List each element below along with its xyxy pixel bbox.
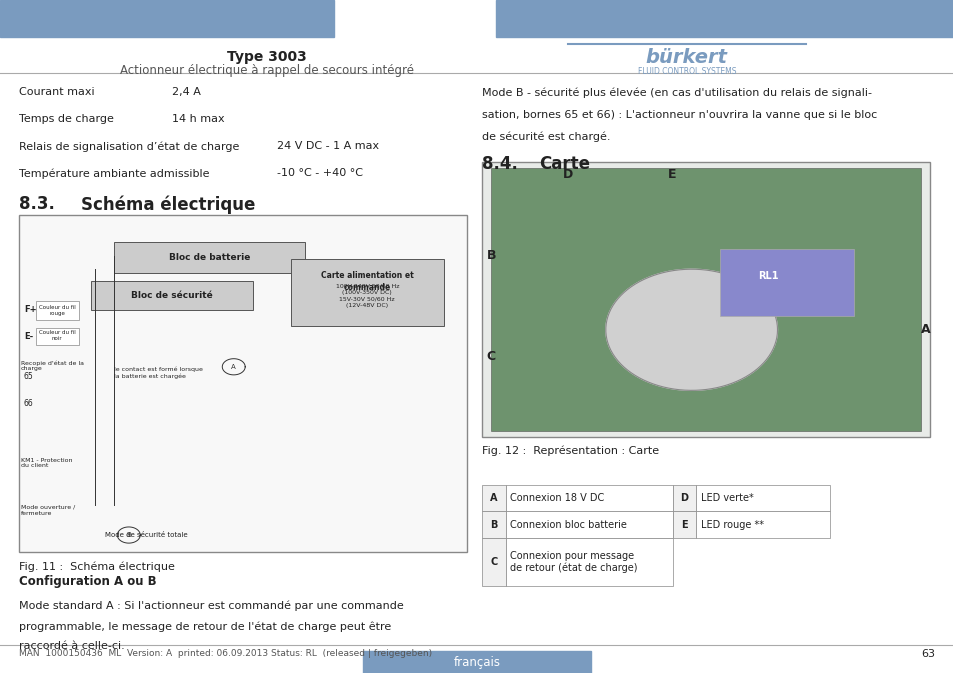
Text: 14 h max: 14 h max bbox=[172, 114, 224, 125]
Bar bbox=[481, 485, 505, 511]
Text: E: E bbox=[668, 168, 676, 182]
Text: 2,4 A: 2,4 A bbox=[172, 87, 200, 98]
Text: 100V-240V 50/60 Hz
(100V-350V DC)
15V-30V 50/60 Hz
(12V-48V DC): 100V-240V 50/60 Hz (100V-350V DC) 15V-30… bbox=[335, 284, 398, 308]
Text: raccordé à celle-ci.: raccordé à celle-ci. bbox=[19, 641, 125, 651]
Bar bbox=[291, 259, 443, 326]
Text: Connexion 18 V DC: Connexion 18 V DC bbox=[510, 493, 604, 503]
Text: 66: 66 bbox=[24, 399, 33, 409]
Text: LED rouge **: LED rouge ** bbox=[700, 520, 763, 530]
Text: sation, bornes 65 et 66) : L'actionneur n'ouvrira la vanne que si le bloc: sation, bornes 65 et 66) : L'actionneur … bbox=[481, 110, 876, 120]
Text: Actionneur électrique à rappel de secours intégré: Actionneur électrique à rappel de secour… bbox=[120, 64, 414, 77]
Text: Fig. 12 :  Représentation : Carte: Fig. 12 : Représentation : Carte bbox=[481, 446, 659, 456]
Bar bbox=[505, 538, 672, 586]
Text: -10 °C - +40 °C: -10 °C - +40 °C bbox=[276, 168, 362, 178]
Text: Courant maxi: Courant maxi bbox=[19, 87, 94, 98]
Text: LED verte*: LED verte* bbox=[700, 493, 753, 503]
Text: programmable, le message de retour de l'état de charge peut être: programmable, le message de retour de l'… bbox=[19, 621, 391, 632]
Text: Mode B - sécurité plus élevée (en cas d'utilisation du relais de signali-: Mode B - sécurité plus élevée (en cas d'… bbox=[481, 87, 871, 98]
Bar bbox=[481, 511, 505, 538]
Text: Mode de sécurité totale: Mode de sécurité totale bbox=[105, 532, 188, 538]
Text: 24 V DC - 1 A max: 24 V DC - 1 A max bbox=[276, 141, 378, 151]
Text: Couleur du fil
rouge: Couleur du fil rouge bbox=[39, 305, 75, 316]
Bar bbox=[114, 242, 305, 273]
Text: E-: E- bbox=[24, 332, 33, 341]
Bar bbox=[696, 511, 829, 538]
Text: C: C bbox=[490, 557, 497, 567]
Text: Mode standard A : Si l'actionneur est commandé par une commande: Mode standard A : Si l'actionneur est co… bbox=[19, 601, 403, 612]
Bar bbox=[696, 485, 829, 511]
Bar bbox=[491, 168, 920, 431]
Text: Type 3003: Type 3003 bbox=[227, 50, 307, 65]
Text: Bloc de batterie: Bloc de batterie bbox=[169, 253, 251, 262]
Text: Bloc de sécurité: Bloc de sécurité bbox=[131, 291, 213, 300]
Bar bbox=[362, 651, 591, 673]
Bar bbox=[481, 538, 505, 586]
Text: Couleur du fil
noir: Couleur du fil noir bbox=[39, 330, 75, 341]
Text: KM1 - Protection
du client: KM1 - Protection du client bbox=[21, 458, 72, 468]
Text: RL1: RL1 bbox=[757, 271, 778, 281]
Text: le contact est formé lorsque
la batterie est chargée: le contact est formé lorsque la batterie… bbox=[114, 367, 203, 379]
Text: Connexion bloc batterie: Connexion bloc batterie bbox=[510, 520, 627, 530]
Text: A: A bbox=[232, 364, 235, 369]
Text: Carte alimentation et
commande: Carte alimentation et commande bbox=[320, 271, 414, 292]
Text: Temps de charge: Temps de charge bbox=[19, 114, 113, 125]
Text: 8.3.: 8.3. bbox=[19, 195, 55, 213]
Text: MAN  1000150436  ML  Version: A  printed: 06.09.2013 Status: RL  (released | fre: MAN 1000150436 ML Version: A printed: 06… bbox=[19, 649, 432, 658]
Text: D: D bbox=[679, 493, 688, 503]
Text: D: D bbox=[562, 168, 572, 182]
Text: B: B bbox=[486, 249, 496, 262]
Bar bbox=[481, 162, 929, 437]
Text: Connexion pour message
de retour (état de charge): Connexion pour message de retour (état d… bbox=[510, 551, 638, 573]
Text: Relais de signalisation d’état de charge: Relais de signalisation d’état de charge bbox=[19, 141, 239, 152]
Polygon shape bbox=[605, 269, 777, 390]
Text: bürkert: bürkert bbox=[645, 48, 727, 67]
Text: 63: 63 bbox=[920, 649, 934, 660]
Text: Recopie d'état de la
charge: Recopie d'état de la charge bbox=[21, 360, 84, 371]
Text: C: C bbox=[486, 350, 496, 363]
Bar bbox=[0, 0, 334, 37]
Text: Mode ouverture /
fermeture: Mode ouverture / fermeture bbox=[21, 505, 75, 516]
Text: B: B bbox=[127, 532, 131, 538]
Text: B: B bbox=[490, 520, 497, 530]
Bar bbox=[672, 485, 696, 511]
Text: Température ambiante admissible: Température ambiante admissible bbox=[19, 168, 210, 179]
Text: Carte: Carte bbox=[538, 155, 589, 173]
Text: Configuration A ou B: Configuration A ou B bbox=[19, 575, 156, 588]
Bar bbox=[19, 215, 467, 552]
Bar bbox=[505, 485, 672, 511]
Bar bbox=[36, 301, 79, 320]
Text: Fig. 11 :  Schéma électrique: Fig. 11 : Schéma électrique bbox=[19, 562, 174, 573]
Bar bbox=[720, 249, 853, 316]
Text: de sécurité est chargé.: de sécurité est chargé. bbox=[481, 132, 610, 143]
Bar bbox=[36, 328, 79, 345]
Text: 65: 65 bbox=[24, 372, 33, 382]
Bar bbox=[496, 0, 953, 37]
Bar bbox=[672, 511, 696, 538]
Text: français: français bbox=[453, 656, 500, 669]
Text: E: E bbox=[680, 520, 687, 530]
Text: A: A bbox=[920, 323, 929, 336]
Bar bbox=[505, 511, 672, 538]
Bar bbox=[91, 281, 253, 310]
Text: A: A bbox=[490, 493, 497, 503]
Text: FLUID CONTROL SYSTEMS: FLUID CONTROL SYSTEMS bbox=[637, 67, 736, 76]
Text: 8.4.: 8.4. bbox=[481, 155, 517, 173]
Text: F+: F+ bbox=[24, 305, 36, 314]
Text: Schéma électrique: Schéma électrique bbox=[81, 195, 255, 213]
